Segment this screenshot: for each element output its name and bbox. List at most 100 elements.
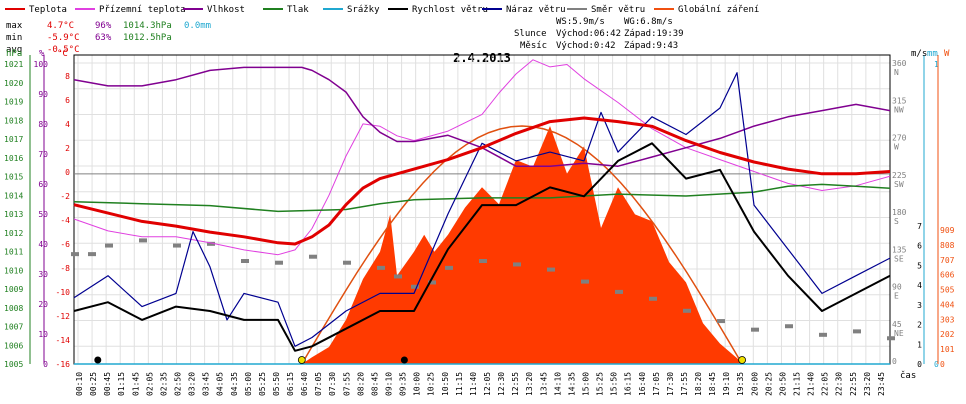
wind-direction-point — [751, 327, 759, 332]
time-tick: 02:05 — [145, 372, 154, 396]
legend-label: Srážky — [347, 5, 380, 15]
ms-tick: 7 — [917, 222, 922, 231]
time-tick: 20:25 — [764, 372, 773, 396]
time-tick: 16:15 — [624, 372, 633, 396]
direction-compass-tick: N — [894, 68, 899, 77]
wind-direction-point — [394, 274, 402, 279]
time-tick: 00:45 — [103, 372, 112, 396]
axis-unit-c: °C — [57, 49, 68, 59]
hpa-tick: 1018 — [4, 116, 23, 125]
wind-direction-point — [479, 259, 487, 263]
wind-direction-point — [513, 262, 521, 267]
watt-tick: 202 — [940, 330, 955, 339]
direction-compass-tick: W — [894, 143, 899, 152]
legend-label: Přízemní teplota — [99, 5, 186, 15]
wind-direction-point — [785, 324, 793, 329]
time-tick: 07:05 — [314, 372, 323, 396]
wind-direction-point — [71, 252, 79, 257]
celsius-tick: 8 — [65, 72, 70, 81]
hpa-tick: 1006 — [4, 341, 23, 350]
stats-rain: 0.0mm — [184, 21, 211, 31]
hpa-tick: 1021 — [4, 60, 23, 69]
pct-tick: 50 — [38, 210, 48, 219]
stats-max-temp: 4.7°C — [47, 21, 74, 31]
celsius-tick: -16 — [56, 360, 71, 369]
stats-block: max 4.7°C 96% 1014.3hPa 0.0mm min -5.9°C… — [6, 21, 211, 55]
time-tick: 19:35 — [736, 372, 745, 396]
wind-speed-line — [73, 142, 891, 352]
direction-degree-tick: 225 — [892, 171, 907, 180]
hpa-tick: 1005 — [4, 360, 23, 369]
info-ws: WS:5.9m/s — [556, 17, 605, 27]
celsius-tick: -10 — [56, 288, 71, 297]
time-tick: 18:45 — [708, 372, 717, 396]
wind-direction-point — [615, 289, 623, 294]
pct-tick: 70 — [38, 150, 48, 159]
axis-unit-time: čas — [900, 370, 916, 381]
time-tick: 09:10 — [385, 372, 394, 396]
wind-direction-point — [411, 284, 419, 289]
wind-direction-point — [139, 238, 147, 243]
time-tick: 23:45 — [877, 372, 886, 396]
time-tick: 10:50 — [441, 372, 450, 396]
pct-tick: 20 — [38, 300, 48, 309]
stats-min-temp: -5.9°C — [47, 33, 80, 43]
watt-tick: 808 — [940, 241, 955, 250]
celsius-tick: 6 — [65, 96, 70, 105]
wind-direction-point — [581, 279, 589, 284]
time-tick: 22:55 — [849, 372, 858, 396]
legend: Teplota Přízemní teplota Vlhkost Tlak Srážky… — [5, 5, 759, 15]
mm-tick: 0 — [934, 360, 939, 369]
watt-tick: 707 — [940, 256, 955, 265]
wind-direction-point — [428, 280, 436, 285]
celsius-tick: 2 — [65, 144, 70, 153]
time-tick: 12:30 — [497, 372, 506, 396]
time-tick: 14:10 — [553, 372, 562, 396]
hpa-tick: 1007 — [4, 323, 23, 332]
wind-direction-point — [377, 265, 385, 270]
sunset-marker — [738, 356, 746, 364]
temperature-line — [73, 116, 891, 246]
time-tick: 21:15 — [793, 372, 802, 396]
time-tick: 04:35 — [230, 372, 239, 396]
sunrise-marker — [297, 356, 306, 364]
axis-unit-ms: m/s — [911, 49, 927, 59]
time-tick: 15:25 — [596, 372, 605, 396]
direction-compass-tick: NE — [894, 329, 904, 338]
wind-direction-point — [649, 296, 657, 301]
sun-theoretical-curve — [301, 125, 743, 365]
time-tick: 20:50 — [778, 372, 787, 396]
axis-unit-hpa: hPa — [6, 49, 22, 59]
time-tick: 15:50 — [610, 372, 619, 396]
info-moonrise: Východ:0:42 — [556, 41, 616, 51]
stats-max-press: 1014.3hPa — [123, 21, 172, 31]
ms-tick: 3 — [917, 301, 922, 310]
hpa-tick: 1015 — [4, 173, 23, 182]
stats-min-hum: 63% — [95, 33, 112, 43]
legend-label: Směr větru — [591, 5, 645, 15]
direction-degree-tick: 180 — [892, 208, 907, 217]
wind-direction-point — [207, 241, 215, 246]
stats-max-hum: 96% — [95, 21, 112, 31]
celsius-tick: -14 — [56, 336, 71, 345]
time-tick: 03:45 — [202, 372, 211, 396]
time-tick: 02:35 — [159, 372, 168, 396]
celsius-tick: -4 — [60, 216, 70, 225]
pct-tick: 30 — [38, 270, 48, 279]
wind-direction-point — [819, 332, 827, 337]
time-tick: 04:05 — [216, 372, 225, 396]
wind-direction-point — [105, 243, 113, 248]
ms-tick: 2 — [917, 321, 922, 330]
stats-max-label: max — [6, 21, 23, 31]
hpa-tick: 1017 — [4, 135, 23, 144]
legend-label: Teplota — [29, 5, 67, 15]
hpa-tick: 1016 — [4, 154, 23, 163]
time-tick: 18:20 — [694, 372, 703, 396]
hpa-tick: 1013 — [4, 210, 23, 219]
time-tick: 08:20 — [356, 372, 365, 396]
stats-avg-label: avg — [6, 45, 22, 55]
time-tick: 02:50 — [173, 372, 182, 396]
time-tick: 01:15 — [117, 372, 126, 396]
hpa-tick: 1010 — [4, 266, 23, 275]
ms-tick: 0 — [917, 360, 922, 369]
